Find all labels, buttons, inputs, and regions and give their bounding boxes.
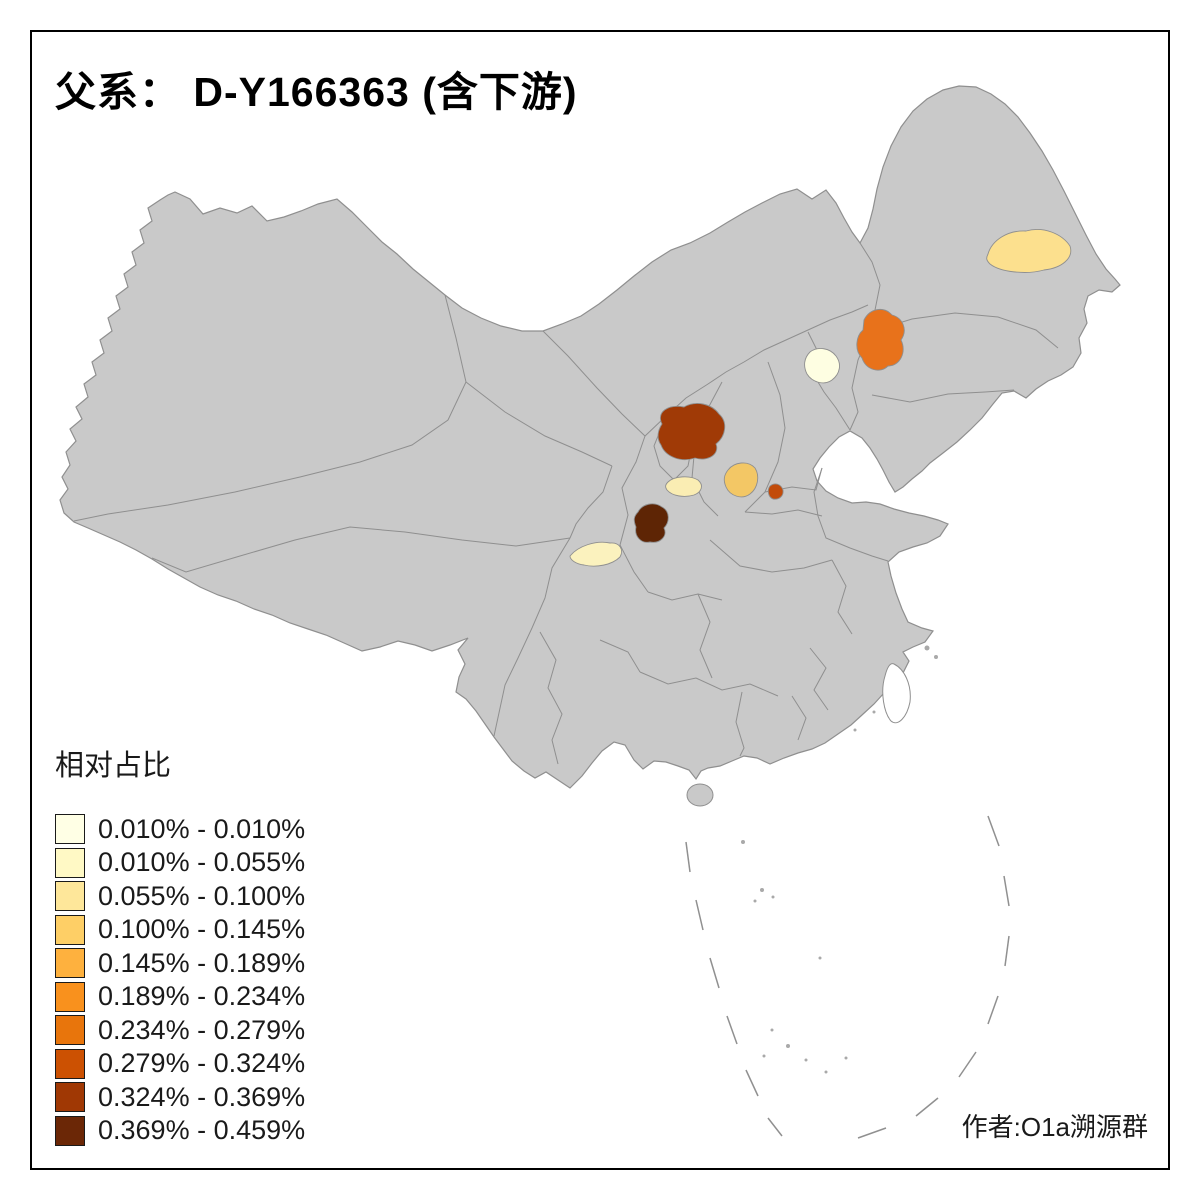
legend-item: 0.189% - 0.234%: [55, 981, 306, 1012]
legend-item: 0.234% - 0.279%: [55, 1015, 305, 1045]
legend-label: 0.189% - 0.234%: [98, 981, 306, 1011]
province-borders: [73, 242, 1059, 765]
map-region-southwest-shanxi: [665, 476, 702, 497]
legend-item: 0.369% - 0.459%: [55, 1115, 306, 1146]
map-region-northeast-heilongjiang: [986, 229, 1072, 273]
legend-item: 0.145% - 0.189%: [55, 948, 305, 978]
legend-item: 0.055% - 0.100%: [55, 881, 305, 911]
mainland-group: [59, 85, 1121, 807]
legend-swatch: [55, 981, 85, 1012]
legend-item: 0.324% - 0.369%: [55, 1082, 305, 1112]
legend-label: 0.324% - 0.369%: [98, 1081, 306, 1112]
plot-frame: [30, 30, 1170, 1170]
taiwan-island: [882, 663, 911, 724]
map-region-north-shaanxi: [657, 403, 726, 461]
map-region-beijing: [804, 348, 840, 384]
legend-label: 0.279% - 0.324%: [98, 1048, 306, 1078]
map-region-south-shaanxi: [633, 503, 669, 543]
map-region-chengdu: [569, 541, 622, 567]
legend-label: 0.369% - 0.459%: [98, 1115, 306, 1145]
legend-swatch: [55, 847, 85, 878]
legend-swatch: [55, 914, 85, 945]
map-region-liaoning: [856, 309, 905, 371]
legend-item: 0.010% - 0.055%: [55, 847, 306, 878]
legend-item: 0.010% - 0.010%: [55, 814, 305, 844]
author-credit: 作者:O1a溯源群: [961, 1112, 1148, 1142]
legend-label: 0.145% - 0.189%: [98, 947, 306, 978]
small-islands: [741, 645, 938, 1074]
legend-swatch: [55, 1015, 85, 1045]
legend-swatch: [55, 1115, 85, 1146]
page-title: 父系： D-Y166363 (含下游): [55, 69, 578, 115]
legend-swatch: [55, 881, 85, 911]
china-mainland: [59, 85, 1121, 789]
legend-swatch: [55, 814, 85, 844]
legend-label: 0.234% - 0.279%: [98, 1014, 306, 1045]
highlighted-regions: [569, 229, 1072, 567]
legend: 相对占比 0.010% - 0.010% 0.010% - 0.055% 0.0…: [55, 742, 305, 1149]
legend-swatch: [55, 1048, 85, 1079]
legend-label: 0.055% - 0.100%: [98, 880, 306, 911]
legend-item: 0.279% - 0.324%: [55, 1048, 306, 1079]
legend-label: 0.010% - 0.055%: [98, 847, 306, 877]
map-region-west-henan: [767, 483, 784, 500]
legend-swatch: [55, 948, 85, 978]
legend-label: 0.010% - 0.010%: [98, 813, 306, 844]
map-region-southeast-shanxi: [723, 462, 759, 498]
hainan-island: [686, 783, 714, 807]
nine-dash-line: [685, 815, 1010, 1139]
legend-item: 0.100% - 0.145%: [55, 914, 306, 945]
legend-swatch: [55, 1082, 85, 1112]
legend-title: 相对占比: [55, 750, 172, 782]
legend-label: 0.100% - 0.145%: [98, 914, 306, 944]
